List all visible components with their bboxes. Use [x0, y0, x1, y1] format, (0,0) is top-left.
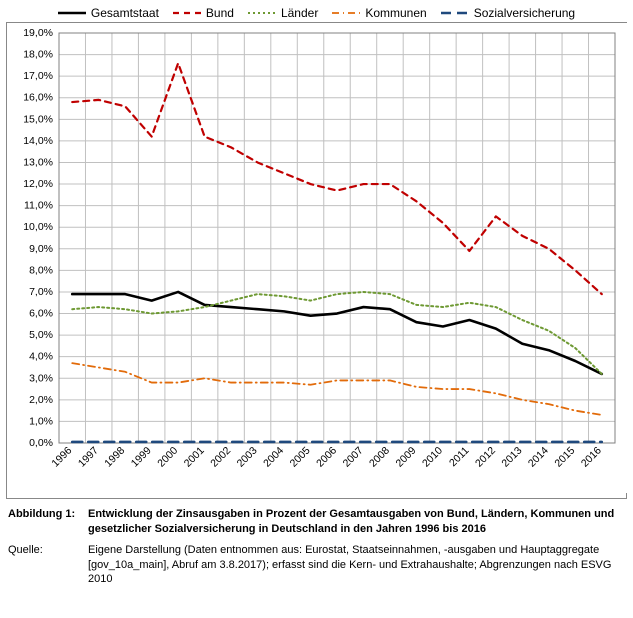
- legend-label: Sozialversicherung: [474, 6, 575, 20]
- svg-text:1,0%: 1,0%: [29, 415, 53, 427]
- svg-text:6,0%: 6,0%: [29, 308, 53, 320]
- svg-text:16,0%: 16,0%: [23, 92, 53, 104]
- legend-label: Gesamtstaat: [91, 6, 159, 20]
- legend-swatch: [441, 6, 469, 20]
- svg-text:19,0%: 19,0%: [23, 27, 53, 39]
- source-text: Eigene Darstellung (Daten entnommen aus:…: [88, 543, 625, 588]
- legend-item: Sozialversicherung: [441, 6, 575, 20]
- svg-text:18,0%: 18,0%: [23, 49, 53, 61]
- plot-area: 0,0% 1,0% 2,0% 3,0% 4,0% 5,0% 6,0% 7,0% 8,0% 9,0%…: [6, 22, 627, 499]
- svg-text:4,0%: 4,0%: [29, 351, 53, 363]
- legend-label: Kommunen: [365, 6, 426, 20]
- legend-swatch: [58, 6, 86, 20]
- svg-text:10,0%: 10,0%: [23, 221, 53, 233]
- chart-figure: Gesamtstaat Bund Länder Kommunen Sozialversi…: [0, 0, 633, 591]
- svg-text:14,0%: 14,0%: [23, 135, 53, 147]
- source-label: Quelle:: [8, 543, 88, 588]
- legend-item: Länder: [248, 6, 318, 20]
- svg-text:15,0%: 15,0%: [23, 113, 53, 125]
- svg-text:17,0%: 17,0%: [23, 70, 53, 82]
- svg-text:7,0%: 7,0%: [29, 286, 53, 298]
- svg-text:2,0%: 2,0%: [29, 394, 53, 406]
- legend-swatch: [173, 6, 201, 20]
- legend-item: Gesamtstaat: [58, 6, 159, 20]
- legend-label: Bund: [206, 6, 234, 20]
- legend-item: Bund: [173, 6, 234, 20]
- legend-swatch: [248, 6, 276, 20]
- figure-title: Entwicklung der Zinsausgaben in Prozent …: [88, 507, 625, 537]
- svg-text:9,0%: 9,0%: [29, 243, 53, 255]
- caption-block: Abbildung 1: Entwicklung der Zinsausgabe…: [0, 499, 633, 591]
- legend-label: Länder: [281, 6, 318, 20]
- line-chart-svg: 0,0% 1,0% 2,0% 3,0% 4,0% 5,0% 6,0% 7,0% 8,0% 9,0%…: [7, 23, 627, 493]
- svg-text:3,0%: 3,0%: [29, 372, 53, 384]
- figure-label: Abbildung 1:: [8, 507, 88, 537]
- legend-item: Kommunen: [332, 6, 426, 20]
- svg-text:5,0%: 5,0%: [29, 329, 53, 341]
- svg-text:0,0%: 0,0%: [29, 437, 53, 449]
- legend: Gesamtstaat Bund Länder Kommunen Sozialversi…: [0, 0, 633, 22]
- svg-text:11,0%: 11,0%: [24, 200, 53, 212]
- svg-text:13,0%: 13,0%: [23, 156, 53, 168]
- svg-text:8,0%: 8,0%: [29, 264, 53, 276]
- legend-swatch: [332, 6, 360, 20]
- svg-text:12,0%: 12,0%: [23, 178, 53, 190]
